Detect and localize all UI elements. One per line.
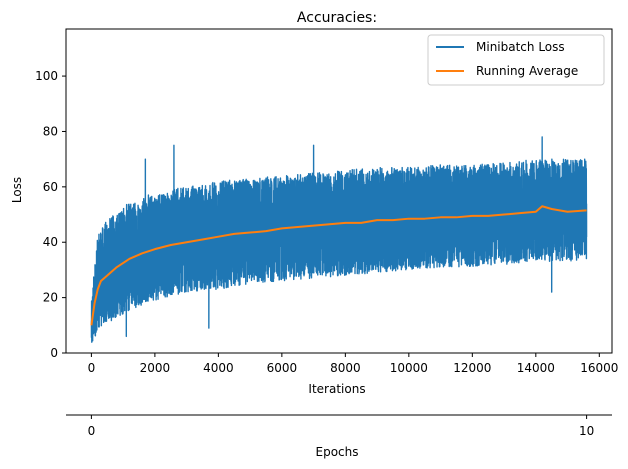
y-axis-label: Loss (10, 177, 24, 203)
series-line-minibatch-loss (90, 136, 588, 343)
epochs-tick-label: 0 (88, 424, 96, 438)
x-tick-label: 8000 (330, 361, 361, 375)
chart-title: Accuracies: (297, 10, 377, 26)
epochs-tick-label: 10 (579, 424, 594, 438)
x-tick-label: 2000 (140, 361, 171, 375)
y-tick-label: 80 (43, 124, 58, 138)
x-tick-label: 4000 (203, 361, 234, 375)
x-axis-label: Iterations (308, 382, 365, 396)
legend: Minibatch Loss Running Average (427, 34, 605, 86)
x-tick-label: 12000 (453, 361, 491, 375)
y-tick-label: 100 (35, 69, 58, 83)
legend-label-minibatch-loss: Minibatch Loss (476, 40, 565, 54)
plot-area (90, 136, 588, 343)
legend-label-running-average: Running Average (476, 64, 578, 78)
y-tick-label: 60 (43, 180, 58, 194)
y-tick-label: 40 (43, 235, 58, 249)
epochs-axis-label: Epochs (316, 445, 359, 459)
y-tick-label: 20 (43, 291, 58, 305)
x-tick-label: 0 (88, 361, 96, 375)
axes: 0 2000 4000 6000 8000 10000 12000 14000 16000 0 20… (35, 28, 618, 438)
series-line-running-average (90, 205, 587, 326)
x-tick-label: 10000 (390, 361, 428, 375)
legend-frame (427, 34, 605, 86)
x-tick-label: 16000 (580, 361, 618, 375)
x-tick-label: 6000 (267, 361, 298, 375)
y-tick-label: 0 (50, 346, 58, 360)
x-tick-label: 14000 (517, 361, 555, 375)
plot-frame (65, 28, 613, 354)
